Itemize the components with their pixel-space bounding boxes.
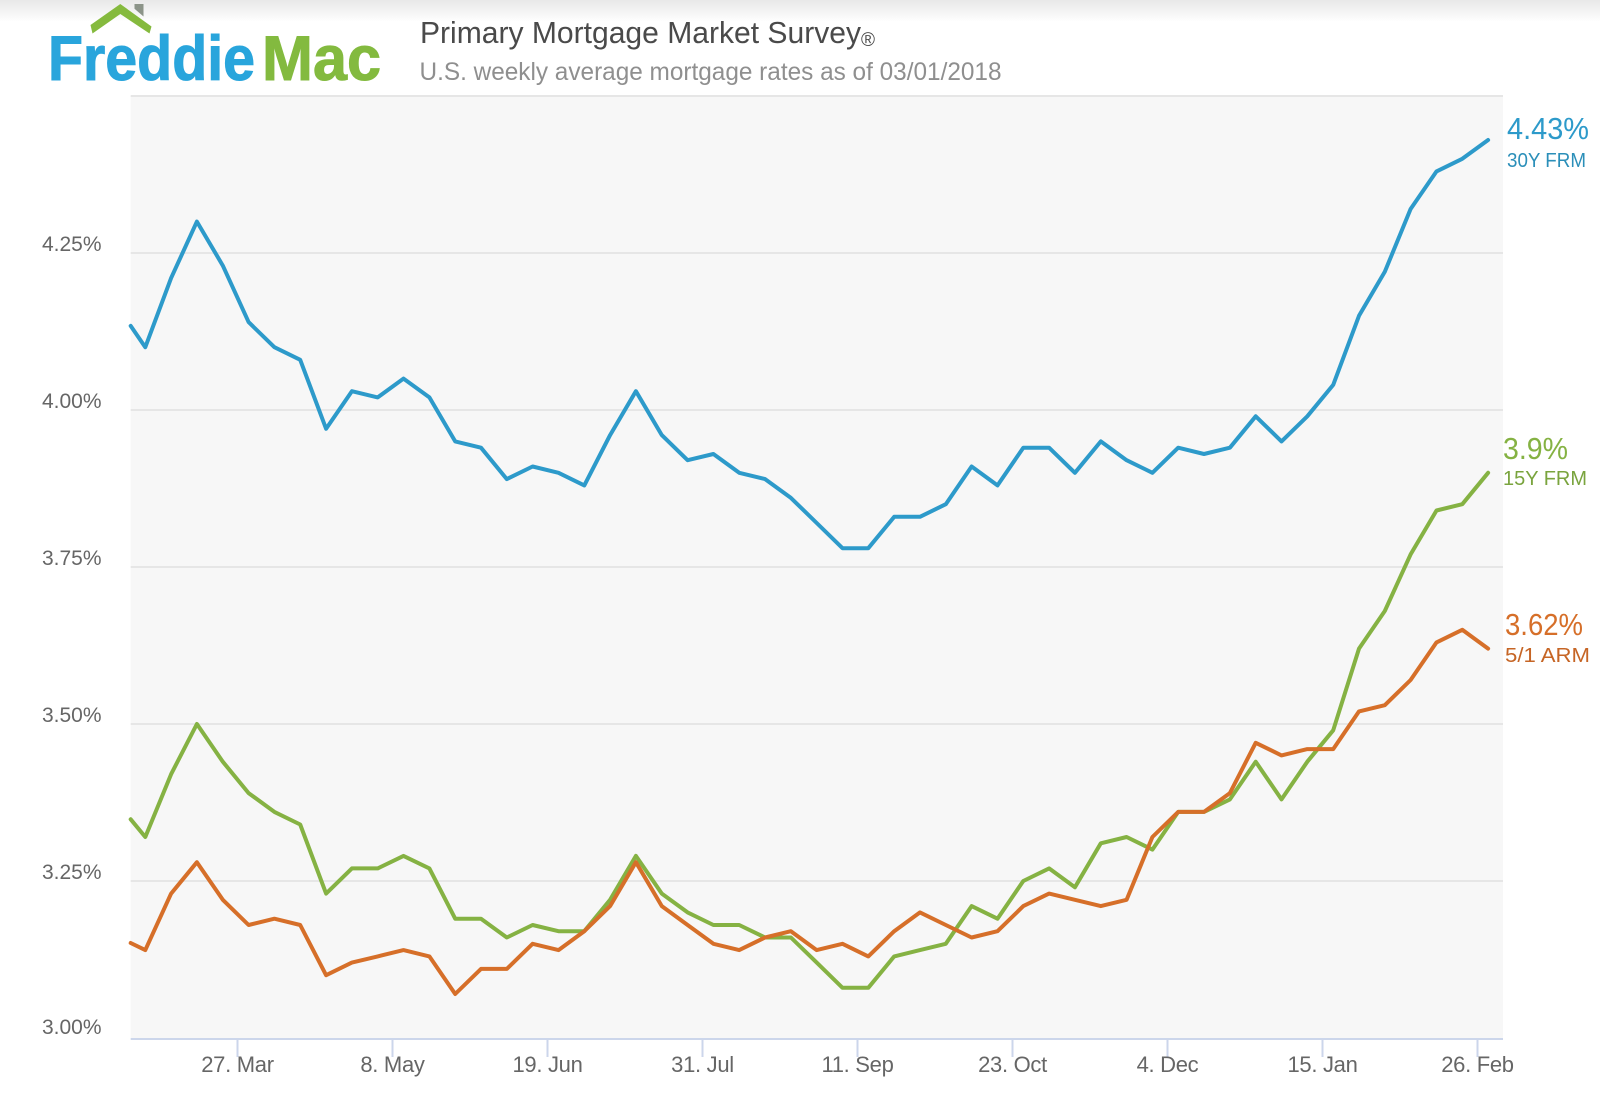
svg-text:Primary Mortgage Market Survey: Primary Mortgage Market Survey (420, 15, 861, 50)
svg-text:3.9%: 3.9% (1503, 431, 1568, 466)
svg-text:5/1 ARM: 5/1 ARM (1505, 644, 1590, 667)
svg-text:3.50%: 3.50% (42, 704, 102, 727)
svg-text:8. May: 8. May (360, 1052, 425, 1077)
svg-text:15Y FRM: 15Y FRM (1503, 467, 1587, 490)
svg-text:3.75%: 3.75% (42, 547, 102, 570)
svg-text:4.25%: 4.25% (42, 233, 102, 256)
svg-text:11. Sep: 11. Sep (821, 1052, 893, 1077)
svg-text:Mac: Mac (262, 24, 381, 94)
svg-text:4.43%: 4.43% (1507, 111, 1589, 146)
svg-text:19. Jun: 19. Jun (512, 1052, 582, 1077)
svg-text:27. Mar: 27. Mar (201, 1052, 273, 1077)
svg-text:U.S. weekly average mortgage r: U.S. weekly average mortgage rates as of… (420, 58, 1002, 86)
svg-text:3.00%: 3.00% (42, 1016, 102, 1039)
svg-text:4.00%: 4.00% (42, 390, 102, 413)
svg-text:31. Jul: 31. Jul (671, 1052, 734, 1077)
svg-text:Freddie: Freddie (48, 24, 255, 94)
svg-text:3.25%: 3.25% (42, 861, 102, 884)
svg-text:15. Jan: 15. Jan (1287, 1052, 1357, 1077)
svg-text:3.62%: 3.62% (1505, 607, 1583, 642)
svg-text:®: ® (861, 30, 875, 51)
svg-text:23. Oct: 23. Oct (978, 1052, 1047, 1077)
svg-text:30Y FRM: 30Y FRM (1507, 149, 1586, 172)
svg-text:4. Dec: 4. Dec (1137, 1052, 1199, 1077)
svg-text:26. Feb: 26. Feb (1441, 1052, 1514, 1077)
